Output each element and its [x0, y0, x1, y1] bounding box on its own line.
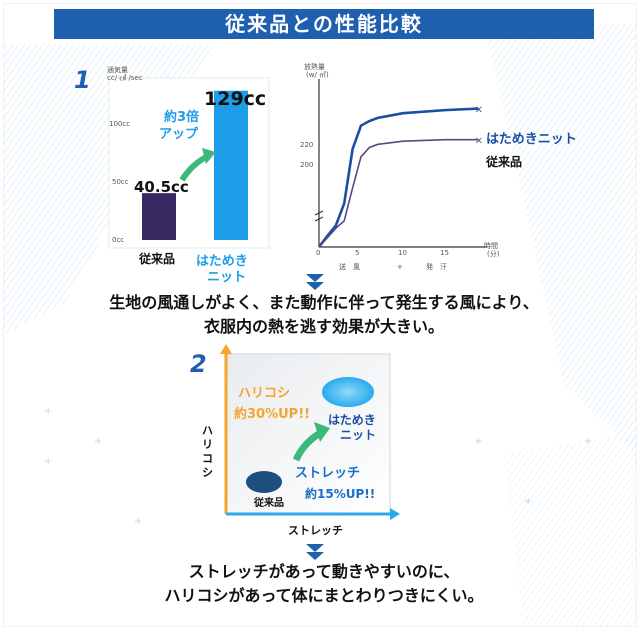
- series-label-new: はためきニット: [486, 132, 577, 147]
- up-label-line1: ハリコシ: [238, 386, 290, 401]
- bar-category-old: 従来品: [139, 252, 176, 266]
- line-xunit: (分): [487, 249, 500, 258]
- growth-arrow-head-icon: [314, 422, 330, 442]
- line-xlabel: 時間: [484, 242, 498, 250]
- bar-tick-50: 50cc: [112, 178, 129, 186]
- bar-category-new-1: はためき: [196, 254, 248, 269]
- quadrant-chart: ハリコシ 約30%UP!! はためき ニット ストレッチ 約15%UP!! 従来…: [220, 344, 400, 537]
- series-end-marker-0: ×: [475, 105, 483, 116]
- phase-blow: 送 風: [339, 262, 360, 271]
- label-new-line1: はためき: [328, 413, 376, 427]
- svg-text:+: +: [524, 496, 532, 507]
- quadrant-xlabel: ストレッチ: [288, 524, 343, 537]
- section-1-number: 1: [74, 66, 91, 94]
- quadrant-ylabel: ハリコシ: [202, 424, 213, 479]
- line-xtick-10: 10: [398, 249, 407, 257]
- point-1: [322, 377, 374, 407]
- line-xtick-5: 5: [355, 249, 359, 257]
- bar-1: [214, 90, 248, 240]
- svg-text:+: +: [584, 436, 592, 447]
- up-label-line2: 約30%UP!!: [234, 406, 310, 422]
- svg-text:+: +: [94, 436, 102, 447]
- phase-plus: +: [397, 263, 403, 271]
- line-chart: 放熱量 (w/ ㎡) 220 200 0 5 10 15 時間 (分) 送 風 …: [300, 62, 577, 271]
- frame: + + + + + + + 従来品との性能比較 1 通気量 cc/ ㎠ /sec…: [3, 3, 637, 627]
- bar-tick-100: 100cc: [109, 120, 130, 128]
- line-yunit: (w/ ㎡): [306, 71, 329, 79]
- line-xtick-15: 15: [440, 249, 449, 257]
- series-label-old: 従来品: [485, 154, 522, 169]
- bar-yunit: cc/ ㎠ /sec: [107, 74, 143, 82]
- label-old: 従来品: [253, 496, 284, 509]
- point-0: [246, 471, 282, 493]
- page-title: 従来品との性能比較: [54, 9, 594, 39]
- svg-text:+: +: [474, 436, 482, 447]
- badge-line2: アップ: [159, 127, 199, 142]
- svg-text:+: +: [44, 406, 52, 417]
- bar-ylabel: 通気量: [107, 65, 128, 74]
- note1-line2: 衣服内の熱を逃す効果が大きい。: [203, 317, 444, 336]
- stretch-label-line2: 約15%UP!!: [305, 486, 375, 501]
- bar-value-new: 129cc: [204, 88, 267, 110]
- line-ytick-200: 200: [300, 161, 313, 169]
- bar-tick-0: 0cc: [112, 236, 124, 244]
- up-arrow-head-icon: [202, 148, 216, 164]
- stretch-label-line1: ストレッチ: [295, 466, 360, 481]
- line-ytick-220: 220: [300, 141, 313, 149]
- svg-text:+: +: [44, 456, 52, 467]
- bar-0: [142, 193, 176, 240]
- down-arrow-icon-4: [306, 552, 324, 560]
- down-arrow-icon: [306, 274, 324, 282]
- label-new-line2: ニット: [340, 428, 376, 442]
- series-line-1: [318, 138, 479, 248]
- section-2-number: 2: [190, 350, 207, 378]
- bar-chart: 通気量 cc/ ㎠ /sec 100cc 50cc 0cc 約3倍 アップ: [107, 65, 270, 249]
- phase-sweat: 発 汗: [426, 262, 447, 271]
- bar-value-old: 40.5cc: [134, 178, 189, 196]
- svg-text:+: +: [134, 516, 142, 527]
- line-xtick-0: 0: [316, 249, 320, 257]
- bar-category-new-2: ニット: [207, 270, 247, 285]
- down-arrow-icon-3: [306, 544, 324, 552]
- line-ylabel: 放熱量: [304, 62, 325, 71]
- badge-line1: 約3倍: [164, 109, 199, 125]
- note2-line1: ストレッチがあって動きやすいのに、: [188, 562, 460, 581]
- down-arrow-icon-2: [306, 282, 324, 290]
- note1-line1: 生地の風通しがよく、また動作に伴って発生する風により、: [109, 293, 539, 312]
- series-end-marker-1: ×: [475, 136, 483, 147]
- note2-line2: ハリコシがあって体にまとわりつきにくい。: [164, 586, 484, 605]
- series-line-0: [317, 107, 479, 248]
